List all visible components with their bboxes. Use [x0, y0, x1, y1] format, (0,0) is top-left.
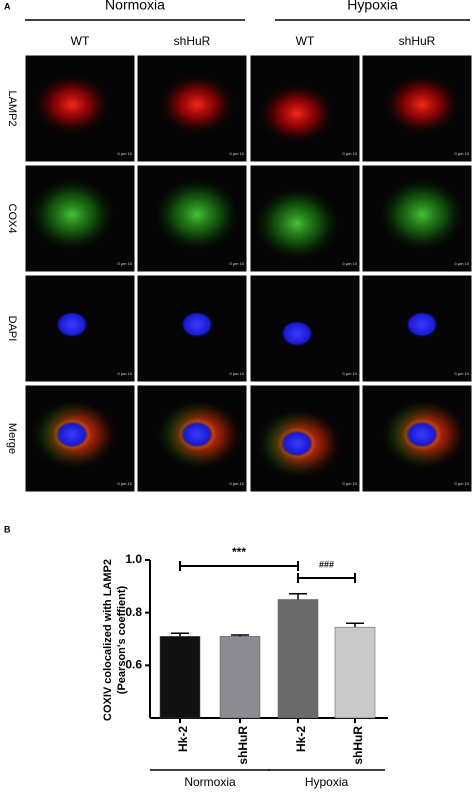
scale-bar-label: 0 µm 10: [229, 481, 244, 486]
micrograph: 0 µm 10: [361, 274, 473, 383]
error-bar: [171, 632, 189, 637]
group-label: Normoxia: [105, 0, 165, 13]
signal: [155, 178, 239, 251]
error-bar: [346, 622, 364, 628]
bar: [334, 626, 376, 719]
panel-label: B: [4, 524, 11, 534]
column-label: shHuR: [399, 34, 436, 48]
signal: [56, 421, 88, 448]
micrograph: 0 µm 10: [136, 54, 248, 163]
x-tick-label: shHuR: [351, 726, 365, 765]
micrograph: 0 µm 10: [249, 54, 361, 163]
scale-bar-label: 0 µm 10: [342, 481, 357, 486]
x-tick-label: Hk-2: [176, 726, 190, 752]
micrograph: 0 µm 10: [24, 54, 136, 163]
signal: [30, 178, 114, 251]
group-label: Normoxia: [184, 775, 236, 789]
micrograph: 0 µm 10: [361, 54, 473, 163]
signal: [384, 74, 460, 135]
column-label: shHuR: [174, 34, 211, 48]
signal: [255, 187, 339, 260]
scale-bar-label: 0 µm 10: [454, 371, 469, 376]
micrograph: 0 µm 10: [249, 274, 361, 383]
micrograph: 0 µm 10: [361, 164, 473, 273]
row-label: COX4: [6, 204, 18, 234]
x-tick-label: Hk-2: [294, 726, 308, 752]
bar: [159, 636, 201, 719]
signal: [56, 311, 88, 338]
bar: [219, 636, 261, 719]
row-label: DAPI: [6, 316, 18, 342]
scale-bar-label: 0 µm 10: [454, 151, 469, 156]
y-tick-label: 1.0: [125, 552, 142, 566]
x-tick-label: shHuR: [236, 726, 250, 765]
scale-bar-label: 0 µm 10: [229, 151, 244, 156]
micrograph: 0 µm 10: [249, 164, 361, 273]
signal: [281, 320, 313, 347]
error-bar: [289, 592, 307, 600]
scale-bar-label: 0 µm 10: [229, 261, 244, 266]
y-axis-label: (Pearson's coeffient): [116, 585, 128, 694]
micrograph: 0 µm 10: [361, 384, 473, 493]
column-label: WT: [71, 34, 90, 48]
scale-bar-label: 0 µm 10: [454, 481, 469, 486]
group-label: Hypoxia: [305, 775, 349, 789]
group-label: Hypoxia: [347, 0, 398, 13]
error-bar: [231, 634, 249, 637]
panel-label: A: [4, 1, 11, 11]
micrograph: 0 µm 10: [136, 164, 248, 273]
micrograph: 0 µm 10: [249, 384, 361, 493]
micrograph: 0 µm 10: [24, 274, 136, 383]
row-label: LAMP2: [6, 90, 18, 126]
significance-label: ***: [232, 545, 246, 559]
micrograph: 0 µm 10: [24, 164, 136, 273]
scale-bar-label: 0 µm 10: [117, 261, 132, 266]
y-axis-label: COXIV colocalized with LAMP2: [102, 559, 114, 721]
significance-label: ###: [319, 559, 334, 569]
signal: [406, 311, 438, 338]
y-tick-label: 0.6: [125, 658, 142, 672]
signal: [406, 421, 438, 448]
bar: [277, 599, 319, 719]
scale-bar-label: 0 µm 10: [117, 371, 132, 376]
signal: [181, 311, 213, 338]
signal: [34, 74, 110, 135]
signal: [159, 74, 235, 135]
micrograph: 0 µm 10: [136, 274, 248, 383]
micrograph: 0 µm 10: [136, 384, 248, 493]
scale-bar-label: 0 µm 10: [342, 151, 357, 156]
scale-bar-label: 0 µm 10: [342, 261, 357, 266]
micrograph: 0 µm 10: [24, 384, 136, 493]
row-label: Merge: [6, 423, 18, 454]
scale-bar-label: 0 µm 10: [117, 151, 132, 156]
signal: [259, 83, 335, 144]
signal: [181, 421, 213, 448]
scale-bar-label: 0 µm 10: [117, 481, 132, 486]
scale-bar-label: 0 µm 10: [454, 261, 469, 266]
scale-bar-label: 0 µm 10: [342, 371, 357, 376]
signal: [281, 430, 313, 457]
column-label: WT: [296, 34, 315, 48]
signal: [380, 178, 464, 251]
y-tick-label: 0.8: [125, 605, 142, 619]
scale-bar-label: 0 µm 10: [229, 371, 244, 376]
